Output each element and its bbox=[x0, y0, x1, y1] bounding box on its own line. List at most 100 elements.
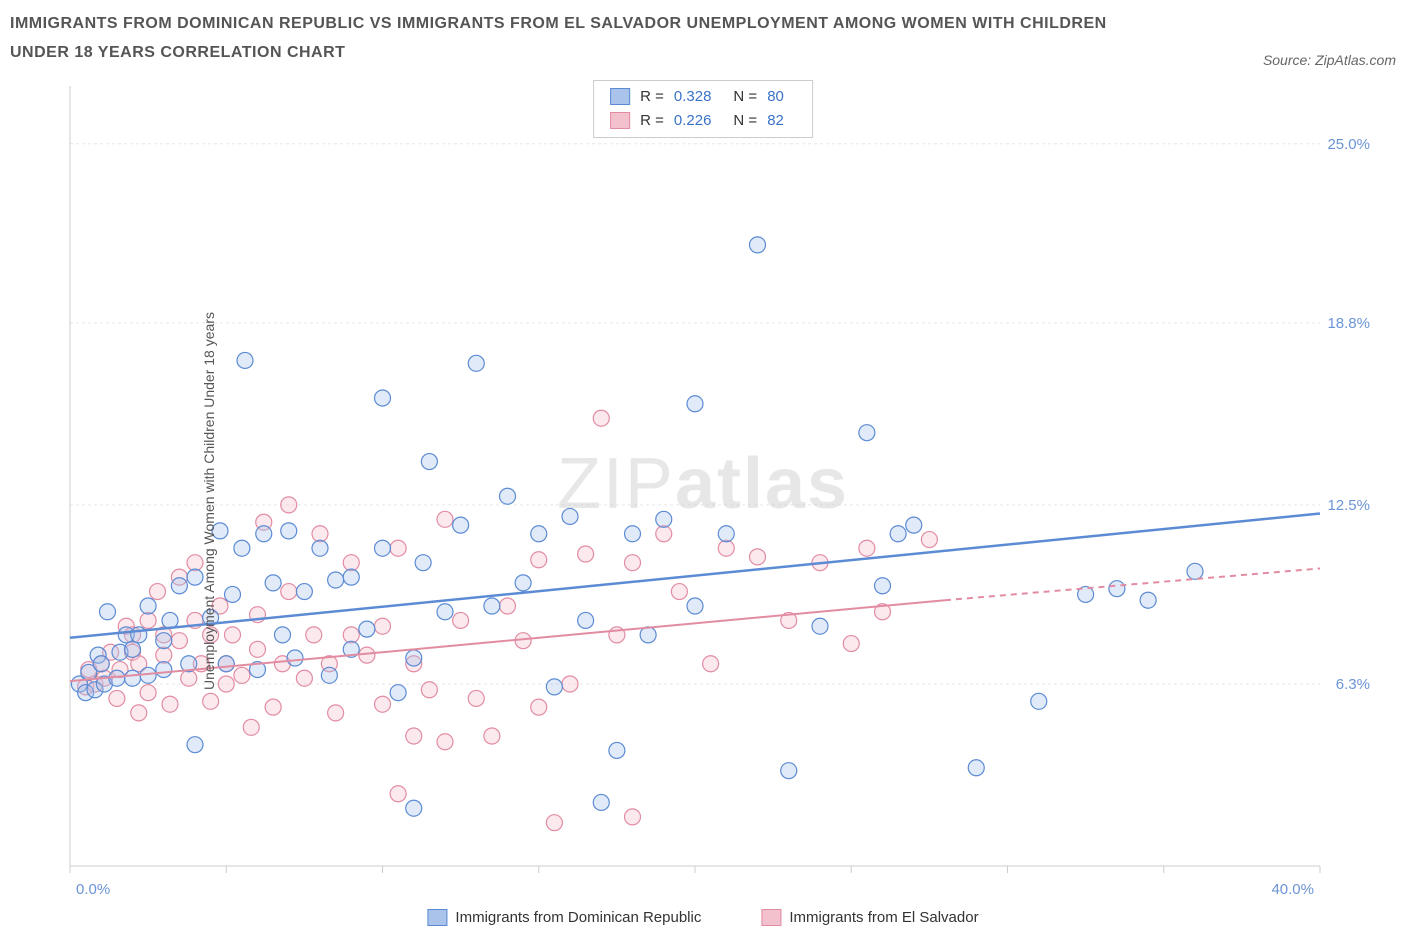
data-point bbox=[234, 667, 250, 683]
chart-title: IMMIGRANTS FROM DOMINICAN REPUBLIC VS IM… bbox=[10, 10, 1110, 68]
data-point bbox=[593, 794, 609, 810]
legend-swatch bbox=[427, 909, 447, 926]
data-point bbox=[125, 641, 141, 657]
data-point bbox=[531, 525, 547, 541]
data-point bbox=[281, 522, 297, 538]
data-point bbox=[421, 453, 437, 469]
data-point bbox=[150, 583, 166, 599]
legend-item: Immigrants from Dominican Republic bbox=[427, 909, 701, 926]
data-point bbox=[243, 719, 259, 735]
y-axis-label: Unemployment Among Women with Children U… bbox=[201, 312, 217, 690]
data-point bbox=[140, 612, 156, 628]
data-point bbox=[171, 577, 187, 593]
data-point bbox=[625, 525, 641, 541]
data-point bbox=[781, 762, 797, 778]
data-point bbox=[218, 676, 234, 692]
data-point bbox=[296, 583, 312, 599]
data-point bbox=[656, 525, 672, 541]
legend-label: Immigrants from Dominican Republic bbox=[455, 909, 701, 926]
data-point bbox=[181, 670, 197, 686]
header: IMMIGRANTS FROM DOMINICAN REPUBLIC VS IM… bbox=[10, 10, 1396, 68]
data-point bbox=[321, 667, 337, 683]
data-point bbox=[125, 670, 141, 686]
r-value: 0.328 bbox=[674, 85, 712, 109]
data-point bbox=[437, 511, 453, 527]
data-point bbox=[406, 800, 422, 816]
svg-text:12.5%: 12.5% bbox=[1327, 496, 1370, 513]
data-point bbox=[578, 612, 594, 628]
data-point bbox=[640, 626, 656, 642]
data-point bbox=[859, 540, 875, 556]
data-point bbox=[1031, 693, 1047, 709]
n-label: N = bbox=[733, 109, 757, 133]
data-point bbox=[687, 598, 703, 614]
data-point bbox=[109, 690, 125, 706]
data-point bbox=[484, 598, 500, 614]
data-point bbox=[390, 785, 406, 801]
data-point bbox=[875, 577, 891, 593]
data-point bbox=[625, 808, 641, 824]
data-point bbox=[328, 572, 344, 588]
source-label: Source: ZipAtlas.com bbox=[1263, 52, 1396, 68]
data-point bbox=[1140, 592, 1156, 608]
data-point bbox=[546, 678, 562, 694]
chart-container: Unemployment Among Women with Children U… bbox=[10, 76, 1396, 926]
svg-text:6.3%: 6.3% bbox=[1336, 676, 1370, 693]
data-point bbox=[296, 670, 312, 686]
data-point bbox=[921, 531, 937, 547]
data-point bbox=[531, 551, 547, 567]
data-point bbox=[1109, 580, 1125, 596]
data-point bbox=[531, 699, 547, 715]
data-point bbox=[100, 603, 116, 619]
svg-text:40.0%: 40.0% bbox=[1271, 881, 1314, 898]
data-point bbox=[500, 598, 516, 614]
data-point bbox=[256, 525, 272, 541]
legend-item: Immigrants from El Salvador bbox=[761, 909, 978, 926]
data-point bbox=[265, 699, 281, 715]
data-point bbox=[281, 583, 297, 599]
data-point bbox=[306, 626, 322, 642]
data-point bbox=[703, 655, 719, 671]
data-point bbox=[578, 546, 594, 562]
data-point bbox=[1187, 563, 1203, 579]
data-point bbox=[406, 650, 422, 666]
data-point bbox=[968, 759, 984, 775]
data-point bbox=[671, 583, 687, 599]
data-point bbox=[237, 352, 253, 368]
data-point bbox=[225, 626, 241, 642]
data-point bbox=[312, 525, 328, 541]
data-point bbox=[453, 612, 469, 628]
data-point bbox=[468, 355, 484, 371]
data-point bbox=[250, 641, 266, 657]
data-point bbox=[156, 661, 172, 677]
data-point bbox=[562, 508, 578, 524]
data-point bbox=[718, 525, 734, 541]
r-label: R = bbox=[640, 85, 664, 109]
svg-text:0.0%: 0.0% bbox=[76, 881, 110, 898]
data-point bbox=[162, 696, 178, 712]
data-point bbox=[281, 496, 297, 512]
data-point bbox=[359, 621, 375, 637]
stats-row: R =0.328 N =80 bbox=[610, 85, 796, 109]
series-legend: Immigrants from Dominican Republic Immigr… bbox=[427, 909, 978, 926]
data-point bbox=[343, 554, 359, 570]
data-point bbox=[187, 736, 203, 752]
data-point bbox=[687, 395, 703, 411]
data-point bbox=[203, 693, 219, 709]
data-point bbox=[415, 554, 431, 570]
data-point bbox=[156, 647, 172, 663]
data-point bbox=[718, 540, 734, 556]
data-point bbox=[375, 696, 391, 712]
data-point bbox=[453, 517, 469, 533]
data-point bbox=[437, 603, 453, 619]
data-point bbox=[93, 655, 109, 671]
data-point bbox=[375, 390, 391, 406]
legend-label: Immigrants from El Salvador bbox=[789, 909, 978, 926]
data-point bbox=[140, 598, 156, 614]
data-point bbox=[609, 742, 625, 758]
data-point bbox=[406, 728, 422, 744]
data-point bbox=[468, 690, 484, 706]
data-point bbox=[890, 525, 906, 541]
r-value: 0.226 bbox=[674, 109, 712, 133]
svg-text:25.0%: 25.0% bbox=[1327, 135, 1370, 152]
